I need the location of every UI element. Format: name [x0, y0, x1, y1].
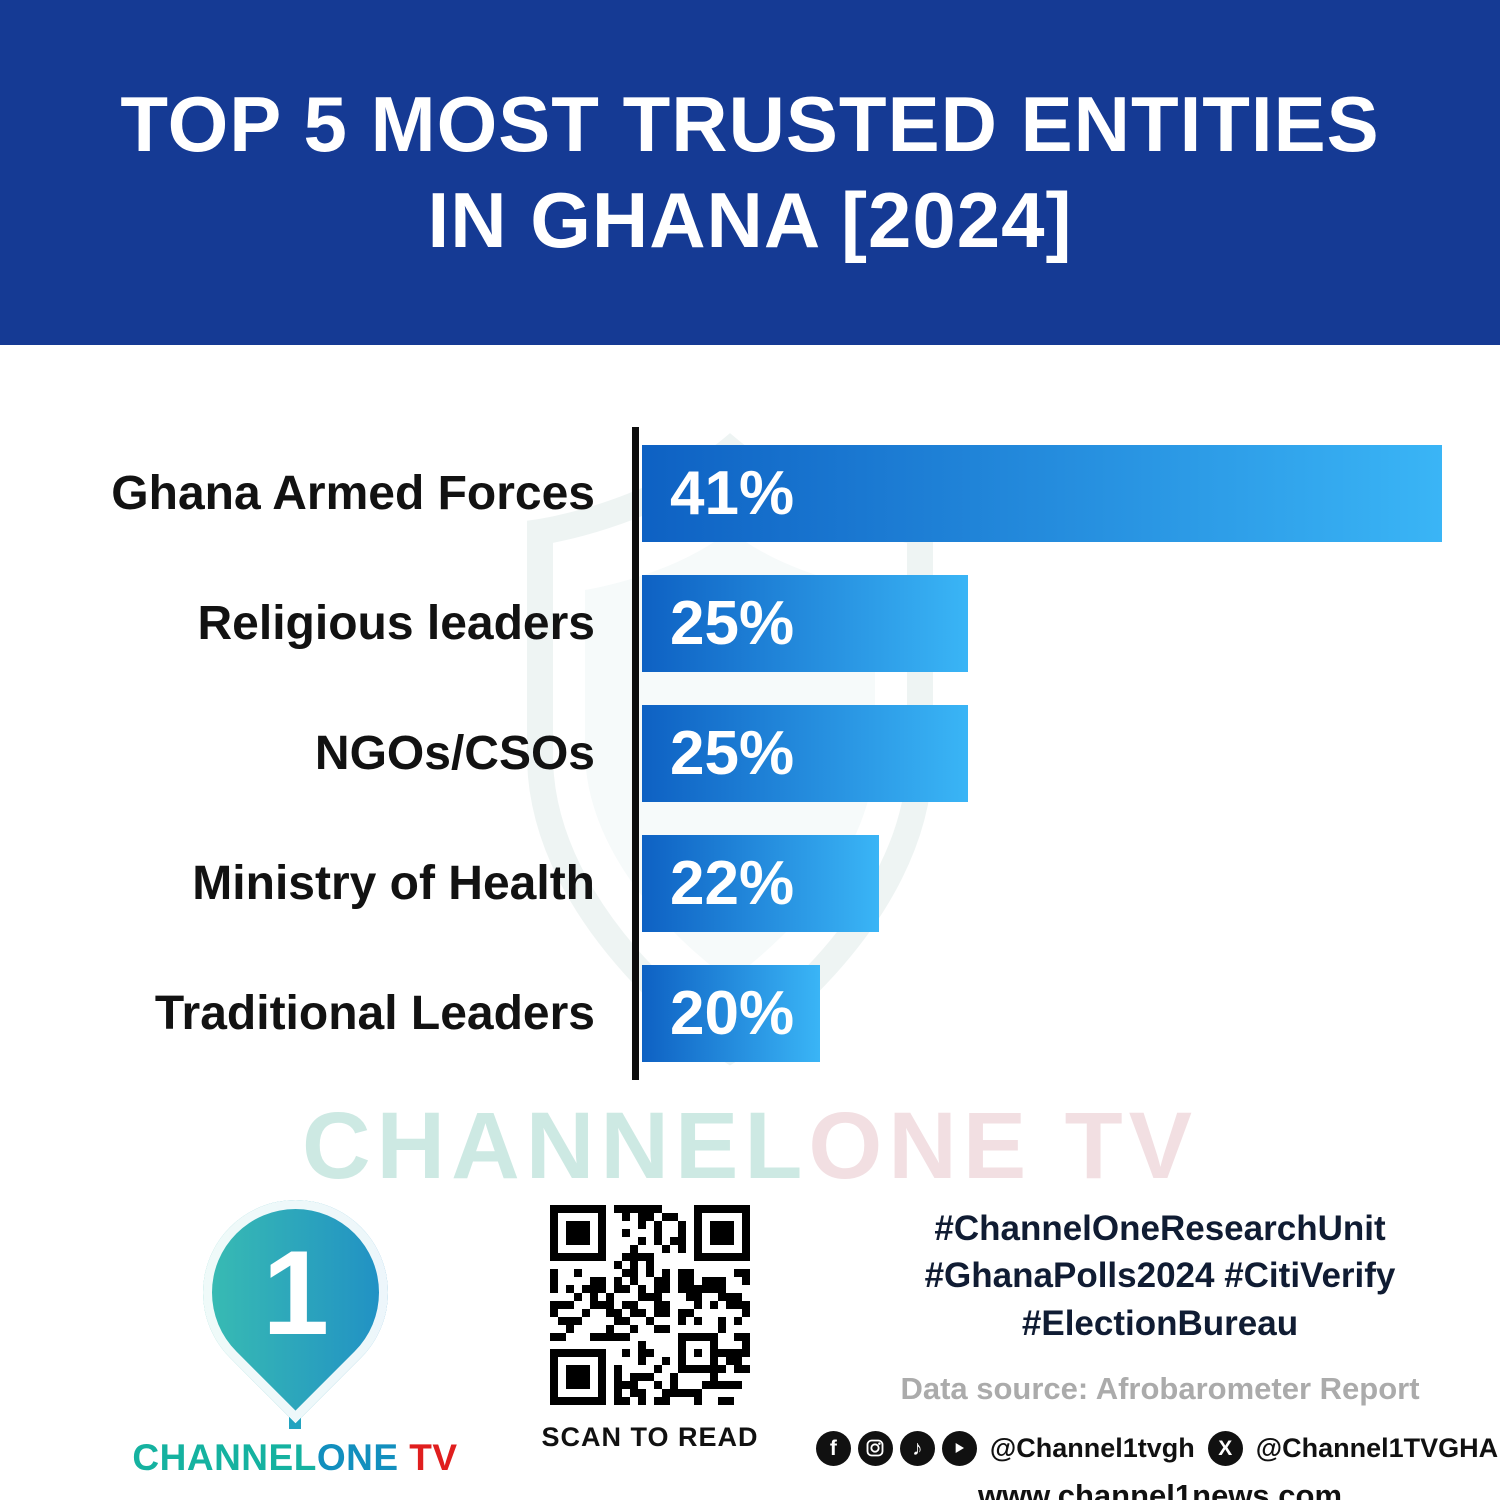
- bar-value-label: 41%: [670, 459, 795, 528]
- bar-zone: 41%: [642, 445, 1442, 542]
- bar-row: NGOs/CSOs 25%: [0, 705, 1500, 802]
- bar: 41%: [642, 445, 1442, 542]
- qr-block: SCAN TO READ: [540, 1200, 760, 1453]
- bar-value-label: 25%: [670, 719, 795, 788]
- bar-zone: 25%: [642, 575, 1442, 672]
- bar-value-label: 20%: [670, 979, 795, 1048]
- bar-row: Traditional Leaders 20%: [0, 965, 1500, 1062]
- bar: 25%: [642, 705, 968, 802]
- logo-wordmark: CHANNELONE TV: [130, 1437, 460, 1479]
- watermark-primary: CHANNEL: [301, 1093, 809, 1199]
- category-label: Religious leaders: [197, 597, 595, 650]
- social-handle: @Channel1tvgh: [989, 1432, 1195, 1463]
- bar-value-label: 25%: [670, 589, 795, 658]
- tiktok-icon: ♪: [899, 1430, 935, 1466]
- bar-zone: 20%: [642, 965, 1442, 1062]
- youtube-icon: [941, 1430, 977, 1466]
- x-handle: @Channel1TVGHA: [1255, 1432, 1499, 1463]
- brand-tv: TV: [398, 1437, 458, 1478]
- bar-chart: Ghana Armed Forces 41% Religious leaders…: [0, 427, 1500, 1080]
- watermark-secondary: ONE TV: [808, 1093, 1199, 1199]
- qr-code: [545, 1200, 755, 1410]
- logo-pick-icon: 1: [164, 1161, 426, 1424]
- category-label: Traditional Leaders: [154, 987, 595, 1040]
- instagram-icon: [857, 1430, 893, 1466]
- header-banner: TOP 5 MOST TRUSTED ENTITIES IN GHANA [20…: [0, 0, 1500, 345]
- bar-row: Ghana Armed Forces 41%: [0, 445, 1500, 542]
- facebook-icon: f: [815, 1430, 851, 1466]
- category-label: Ghana Armed Forces: [111, 467, 595, 520]
- bar-zone: 22%: [642, 835, 1442, 932]
- bar-zone: 25%: [642, 705, 1442, 802]
- bar: 25%: [642, 575, 968, 672]
- hashtag-line: #ElectionBureau: [1021, 1303, 1299, 1343]
- logo-digit: 1: [261, 1225, 329, 1360]
- hashtag-line: #GhanaPolls2024 #CitiVerify: [924, 1256, 1396, 1296]
- page-title-line2: IN GHANA [2024]: [427, 175, 1073, 264]
- category-label: NGOs/CSOs: [314, 727, 595, 780]
- hashtag-line: #ChannelOneResearchUnit: [934, 1209, 1386, 1248]
- channel-one-logo: 1 CHANNELONE TV: [130, 1161, 460, 1479]
- website-url: www.channel1news.com: [977, 1477, 1343, 1500]
- footer-info: #ChannelOneResearchUnit #GhanaPolls2024 …: [815, 1205, 1498, 1500]
- social-row: f ♪ @Channel1tvgh X @Channel1TVGHA: [815, 1430, 1498, 1466]
- chart-axis: [632, 427, 639, 1080]
- category-label: Ministry of Health: [192, 857, 595, 910]
- bar: 22%: [642, 835, 880, 932]
- page-title-line1: TOP 5 MOST TRUSTED ENTITIES: [120, 80, 1380, 169]
- bar-row: Ministry of Health 22%: [0, 835, 1500, 932]
- brand-one: ONE: [316, 1437, 399, 1478]
- x-icon: X: [1207, 1430, 1243, 1466]
- bar: 20%: [642, 965, 820, 1062]
- data-source-label: Data source: Afrobarometer Report: [900, 1370, 1420, 1406]
- brand-channel: CHANNEL: [132, 1437, 317, 1478]
- bar-row: Religious leaders 25%: [0, 575, 1500, 672]
- bar-value-label: 22%: [670, 849, 795, 918]
- channel-one-watermark: CHANNELONE TV: [0, 1092, 1500, 1201]
- qr-caption: SCAN TO READ: [541, 1422, 759, 1452]
